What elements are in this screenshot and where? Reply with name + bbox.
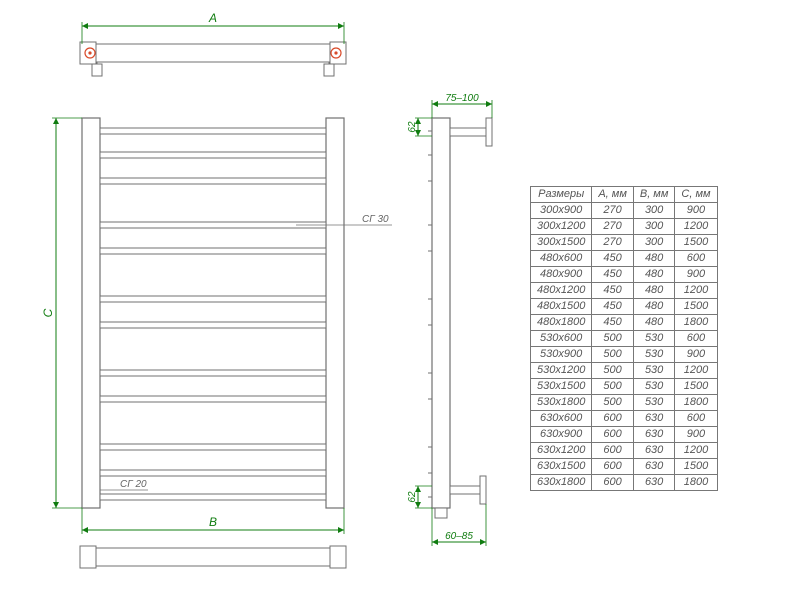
svg-text:62: 62 xyxy=(407,491,418,503)
table-row: 630x900600630900 xyxy=(531,427,718,443)
dimensions-table: РазмерыA, ммB, ммC, мм 300x9002703009003… xyxy=(530,186,718,491)
table-row: 480x900450480900 xyxy=(531,267,718,283)
svg-text:C: C xyxy=(41,308,55,317)
table-row: 530x900500530900 xyxy=(531,347,718,363)
table-header: A, мм xyxy=(592,187,634,203)
table-row: 480x12004504801200 xyxy=(531,283,718,299)
svg-text:СГ 30: СГ 30 xyxy=(362,214,389,225)
table-row: 480x15004504801500 xyxy=(531,299,718,315)
table-row: 630x12006006301200 xyxy=(531,443,718,459)
table-row: 630x600600630600 xyxy=(531,411,718,427)
table-header: Размеры xyxy=(531,187,592,203)
table-row: 300x900270300900 xyxy=(531,203,718,219)
table-header: B, мм xyxy=(633,187,675,203)
table-row: 530x12005005301200 xyxy=(531,363,718,379)
svg-text:62: 62 xyxy=(407,121,418,133)
table-row: 630x15006006301500 xyxy=(531,459,718,475)
table-row: 530x600500530600 xyxy=(531,331,718,347)
table-row: 480x600450480600 xyxy=(531,251,718,267)
svg-text:A: A xyxy=(208,11,217,25)
table-row: 530x15005005301500 xyxy=(531,379,718,395)
table-row: 300x15002703001500 xyxy=(531,235,718,251)
drawing-stage: A СГ 30 СГ 20 C B 75–100 62 60–85 62 РазмерыA, м… xyxy=(0,0,800,600)
svg-text:СГ 20: СГ 20 xyxy=(120,479,147,490)
table-row: 630x18006006301800 xyxy=(531,475,718,491)
table-row: 480x18004504801800 xyxy=(531,315,718,331)
svg-text:75–100: 75–100 xyxy=(445,93,479,104)
table-header: C, мм xyxy=(675,187,717,203)
svg-text:60–85: 60–85 xyxy=(445,531,473,542)
table-row: 300x12002703001200 xyxy=(531,219,718,235)
table-row: 530x18005005301800 xyxy=(531,395,718,411)
svg-text:B: B xyxy=(209,515,217,529)
